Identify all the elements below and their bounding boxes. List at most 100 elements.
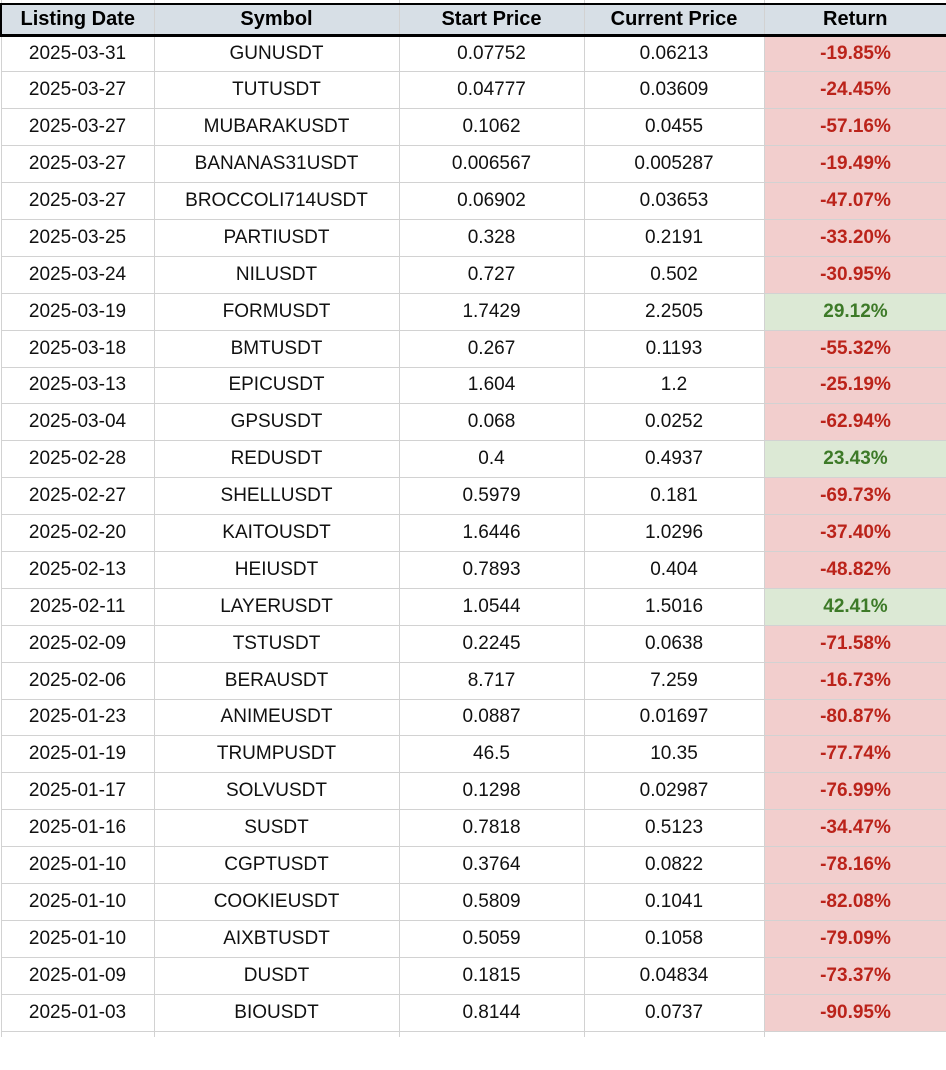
cell-start-price[interactable]: 0.0887 (398, 698, 585, 737)
cell-start-price[interactable]: 0.727 (398, 255, 585, 294)
cell-symbol[interactable]: FORMUSDT (153, 292, 400, 331)
cell-return[interactable]: -19.49% (763, 145, 946, 184)
cell-return[interactable]: -48.82% (763, 550, 946, 589)
cell-return[interactable]: -33.20% (763, 218, 946, 257)
cell-start-price[interactable]: 1.604 (398, 366, 585, 405)
cell-return[interactable]: -78.16% (763, 846, 946, 884)
cell-start-price[interactable]: 0.006567 (398, 145, 585, 184)
cell-return[interactable]: -80.87% (763, 698, 946, 737)
cell-start-price[interactable]: 0.04777 (398, 71, 585, 110)
cell-start-price[interactable]: 0.5809 (398, 882, 585, 921)
cell-listing-date[interactable]: 2025-03-25 (0, 218, 155, 257)
cell-start-price[interactable]: 0.2245 (398, 624, 585, 663)
cell-start-price[interactable]: 0.07752 (398, 34, 585, 73)
cell-symbol[interactable]: EPICUSDT (153, 366, 400, 405)
cell-current-price[interactable]: 0.02987 (583, 772, 765, 811)
cell-start-price[interactable]: 0.5059 (398, 919, 585, 958)
cell-symbol[interactable]: PARTIUSDT (153, 218, 400, 257)
col-header-symbol[interactable]: Symbol (153, 3, 400, 37)
cell-listing-date[interactable]: 2025-03-27 (0, 145, 155, 184)
cell-listing-date[interactable]: 2025-03-04 (0, 403, 155, 442)
cell-listing-date[interactable]: 2025-01-10 (0, 846, 155, 884)
cell-listing-date[interactable]: 2025-01-17 (0, 772, 155, 811)
cell-symbol[interactable]: REDUSDT (153, 440, 400, 479)
cell-return[interactable]: -34.47% (763, 809, 946, 848)
cell-symbol[interactable]: LAYERUSDT (153, 587, 400, 626)
cell-listing-date[interactable]: 2025-03-27 (0, 71, 155, 110)
cell-listing-date[interactable]: 2025-03-27 (0, 182, 155, 220)
cell-current-price[interactable]: 0.0822 (583, 846, 765, 884)
cell-start-price[interactable]: 1.7429 (398, 292, 585, 331)
cell-listing-date[interactable]: 2025-03-18 (0, 329, 155, 368)
col-header-listing-date[interactable]: Listing Date (0, 3, 155, 37)
cell-current-price[interactable]: 0.1193 (583, 329, 765, 368)
cell-current-price[interactable]: 0.5123 (583, 809, 765, 848)
cell-symbol[interactable]: SHELLUSDT (153, 477, 400, 516)
cell-symbol[interactable]: BERAUSDT (153, 661, 400, 700)
cell-return[interactable]: -69.73% (763, 477, 946, 516)
cell-start-price[interactable]: 0.1815 (398, 956, 585, 995)
cell-return[interactable]: -19.85% (763, 34, 946, 73)
cell-current-price[interactable]: 1.0296 (583, 514, 765, 552)
cell-start-price[interactable]: 1.6446 (398, 514, 585, 552)
cell-listing-date[interactable]: 2025-01-03 (0, 993, 155, 1032)
cell-return[interactable]: -73.37% (763, 956, 946, 995)
cell-listing-date[interactable]: 2025-03-19 (0, 292, 155, 331)
cell-listing-date[interactable]: 2025-02-28 (0, 440, 155, 479)
cell-symbol[interactable]: ANIMEUSDT (153, 698, 400, 737)
cell-current-price[interactable]: 0.0737 (583, 993, 765, 1032)
cell-start-price[interactable]: 0.7893 (398, 550, 585, 589)
cell-symbol[interactable]: HEIUSDT (153, 550, 400, 589)
cell-return[interactable]: -25.19% (763, 366, 946, 405)
cell-symbol[interactable]: BANANAS31USDT (153, 145, 400, 184)
cell-return[interactable]: -24.45% (763, 71, 946, 110)
cell-return[interactable]: -16.73% (763, 661, 946, 700)
cell-current-price[interactable]: 0.0638 (583, 624, 765, 663)
cell-start-price[interactable]: 0.8144 (398, 993, 585, 1032)
cell-listing-date[interactable]: 2025-02-11 (0, 587, 155, 626)
cell-symbol[interactable]: CGPTUSDT (153, 846, 400, 884)
cell-start-price[interactable]: 0.5979 (398, 477, 585, 516)
cell-current-price[interactable]: 1.5016 (583, 587, 765, 626)
cell-return[interactable]: -82.08% (763, 882, 946, 921)
cell-current-price[interactable]: 7.259 (583, 661, 765, 700)
cell-listing-date[interactable]: 2025-01-10 (0, 919, 155, 958)
cell-start-price[interactable]: 0.7818 (398, 809, 585, 848)
cell-current-price[interactable]: 0.404 (583, 550, 765, 589)
cell-symbol[interactable]: COOKIEUSDT (153, 882, 400, 921)
cell-listing-date[interactable]: 2025-02-20 (0, 514, 155, 552)
cell-return[interactable]: -77.74% (763, 735, 946, 774)
cell-start-price[interactable]: 0.1062 (398, 108, 585, 147)
cell-listing-date[interactable]: 2025-03-13 (0, 366, 155, 405)
cell-current-price[interactable]: 1.2 (583, 366, 765, 405)
cell-current-price[interactable]: 0.502 (583, 255, 765, 294)
cell-return[interactable]: -57.16% (763, 108, 946, 147)
cell-start-price[interactable]: 0.267 (398, 329, 585, 368)
cell-listing-date[interactable]: 2025-02-09 (0, 624, 155, 663)
cell-return[interactable]: -71.58% (763, 624, 946, 663)
cell-return[interactable]: -90.95% (763, 993, 946, 1032)
cell-listing-date[interactable]: 2025-01-10 (0, 882, 155, 921)
cell-start-price[interactable]: 0.06902 (398, 182, 585, 220)
col-header-start-price[interactable]: Start Price (398, 3, 585, 37)
cell-symbol[interactable]: SUSDT (153, 809, 400, 848)
cell-symbol[interactable]: KAITOUSDT (153, 514, 400, 552)
cell-return[interactable]: -55.32% (763, 329, 946, 368)
cell-start-price[interactable]: 0.328 (398, 218, 585, 257)
cell-return[interactable]: -62.94% (763, 403, 946, 442)
cell-symbol[interactable]: NILUSDT (153, 255, 400, 294)
cell-current-price[interactable]: 0.2191 (583, 218, 765, 257)
cell-start-price[interactable]: 0.3764 (398, 846, 585, 884)
cell-return[interactable]: -30.95% (763, 255, 946, 294)
cell-current-price[interactable]: 0.1041 (583, 882, 765, 921)
cell-start-price[interactable]: 1.0544 (398, 587, 585, 626)
cell-listing-date[interactable]: 2025-01-09 (0, 956, 155, 995)
cell-return[interactable]: 42.41% (763, 587, 946, 626)
cell-current-price[interactable]: 0.01697 (583, 698, 765, 737)
cell-listing-date[interactable]: 2025-03-27 (0, 108, 155, 147)
cell-start-price[interactable]: 8.717 (398, 661, 585, 700)
cell-current-price[interactable]: 0.06213 (583, 34, 765, 73)
cell-current-price[interactable]: 0.04834 (583, 956, 765, 995)
cell-symbol[interactable]: BIOUSDT (153, 993, 400, 1032)
cell-return[interactable]: -47.07% (763, 182, 946, 220)
